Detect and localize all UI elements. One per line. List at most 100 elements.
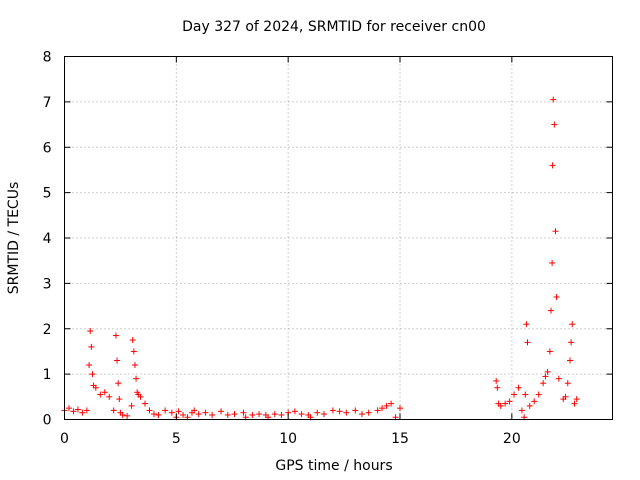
data-point <box>291 408 298 415</box>
data-point <box>502 400 509 407</box>
data-point <box>511 391 518 398</box>
grid <box>64 56 613 420</box>
data-point <box>110 407 117 414</box>
data-point <box>397 405 404 412</box>
x-tick-label: 15 <box>391 431 409 447</box>
data-point <box>218 408 225 415</box>
y-tick-label: 1 <box>43 367 52 383</box>
data-point <box>133 375 140 382</box>
data-point <box>74 406 81 413</box>
data-point <box>562 393 569 400</box>
data-point <box>493 377 500 384</box>
y-tick-label: 8 <box>43 50 52 66</box>
data-point <box>114 357 121 364</box>
data-point <box>112 332 119 339</box>
data-point <box>137 393 144 400</box>
data-point <box>568 339 575 346</box>
data-point <box>106 393 113 400</box>
x-tick-label: 10 <box>279 431 297 447</box>
x-tick-label: 0 <box>60 431 69 447</box>
data-points <box>61 96 580 421</box>
data-point <box>124 412 131 419</box>
data-point <box>240 409 247 416</box>
data-point <box>320 411 327 418</box>
data-point <box>87 328 94 335</box>
y-tick-label: 2 <box>43 322 52 338</box>
data-point <box>518 407 525 414</box>
data-point <box>549 259 556 266</box>
data-point <box>497 402 504 409</box>
data-point <box>542 373 549 380</box>
data-point <box>168 409 175 416</box>
x-tick-label: 5 <box>172 431 181 447</box>
data-point <box>195 411 202 418</box>
data-point <box>374 407 381 414</box>
data-point <box>231 411 238 418</box>
data-point <box>383 402 390 409</box>
data-point <box>329 407 336 414</box>
data-point <box>531 398 538 405</box>
data-point <box>150 411 157 418</box>
y-tick-label: 3 <box>43 276 52 292</box>
data-point <box>155 411 162 418</box>
y-tick-label: 0 <box>43 413 52 429</box>
data-point <box>549 162 556 169</box>
data-point <box>526 402 533 409</box>
data-point <box>358 411 365 418</box>
data-point <box>379 405 386 412</box>
data-point <box>564 380 571 387</box>
data-point <box>569 321 576 328</box>
data-point <box>116 396 123 403</box>
data-point <box>553 293 560 300</box>
data-point <box>352 407 359 414</box>
y-tick-label: 4 <box>43 231 52 247</box>
data-point <box>573 396 580 403</box>
data-point <box>523 321 530 328</box>
data-point <box>567 357 574 364</box>
data-point <box>298 411 305 418</box>
data-point <box>180 411 187 418</box>
data-point <box>92 384 99 391</box>
data-point <box>79 409 86 416</box>
data-point <box>89 371 96 378</box>
data-point <box>506 398 513 405</box>
data-point <box>552 228 559 235</box>
data-point <box>571 400 578 407</box>
data-point <box>494 384 501 391</box>
data-point <box>336 408 343 415</box>
data-point <box>202 409 209 416</box>
data-point <box>129 337 136 344</box>
y-tick-label: 7 <box>43 95 52 111</box>
data-point <box>524 339 531 346</box>
data-point <box>535 391 542 398</box>
x-tick-label: 20 <box>503 431 521 447</box>
y-tick-label: 6 <box>43 140 52 156</box>
data-point <box>544 368 551 375</box>
data-point <box>88 343 95 350</box>
data-point <box>540 380 547 387</box>
data-point <box>128 402 135 409</box>
data-point <box>249 411 256 418</box>
axis-ticks: 0 5 10 15 20 0 1 2 3 4 5 6 7 8 <box>43 50 613 447</box>
data-point <box>101 389 108 396</box>
data-point <box>115 380 122 387</box>
data-point <box>191 407 198 414</box>
data-point <box>162 407 169 414</box>
data-point <box>224 411 231 418</box>
data-point <box>550 96 557 103</box>
data-point <box>142 400 149 407</box>
data-point <box>146 407 153 414</box>
data-point <box>314 409 321 416</box>
data-point <box>343 409 350 416</box>
x-axis-label: GPS time / hours <box>275 458 392 474</box>
data-point <box>365 409 372 416</box>
data-point <box>131 362 138 369</box>
data-point <box>271 411 278 418</box>
data-point <box>209 411 216 418</box>
data-point <box>515 384 522 391</box>
data-point <box>119 411 126 418</box>
data-point <box>555 375 562 382</box>
data-point <box>70 408 77 415</box>
data-point <box>130 348 137 355</box>
